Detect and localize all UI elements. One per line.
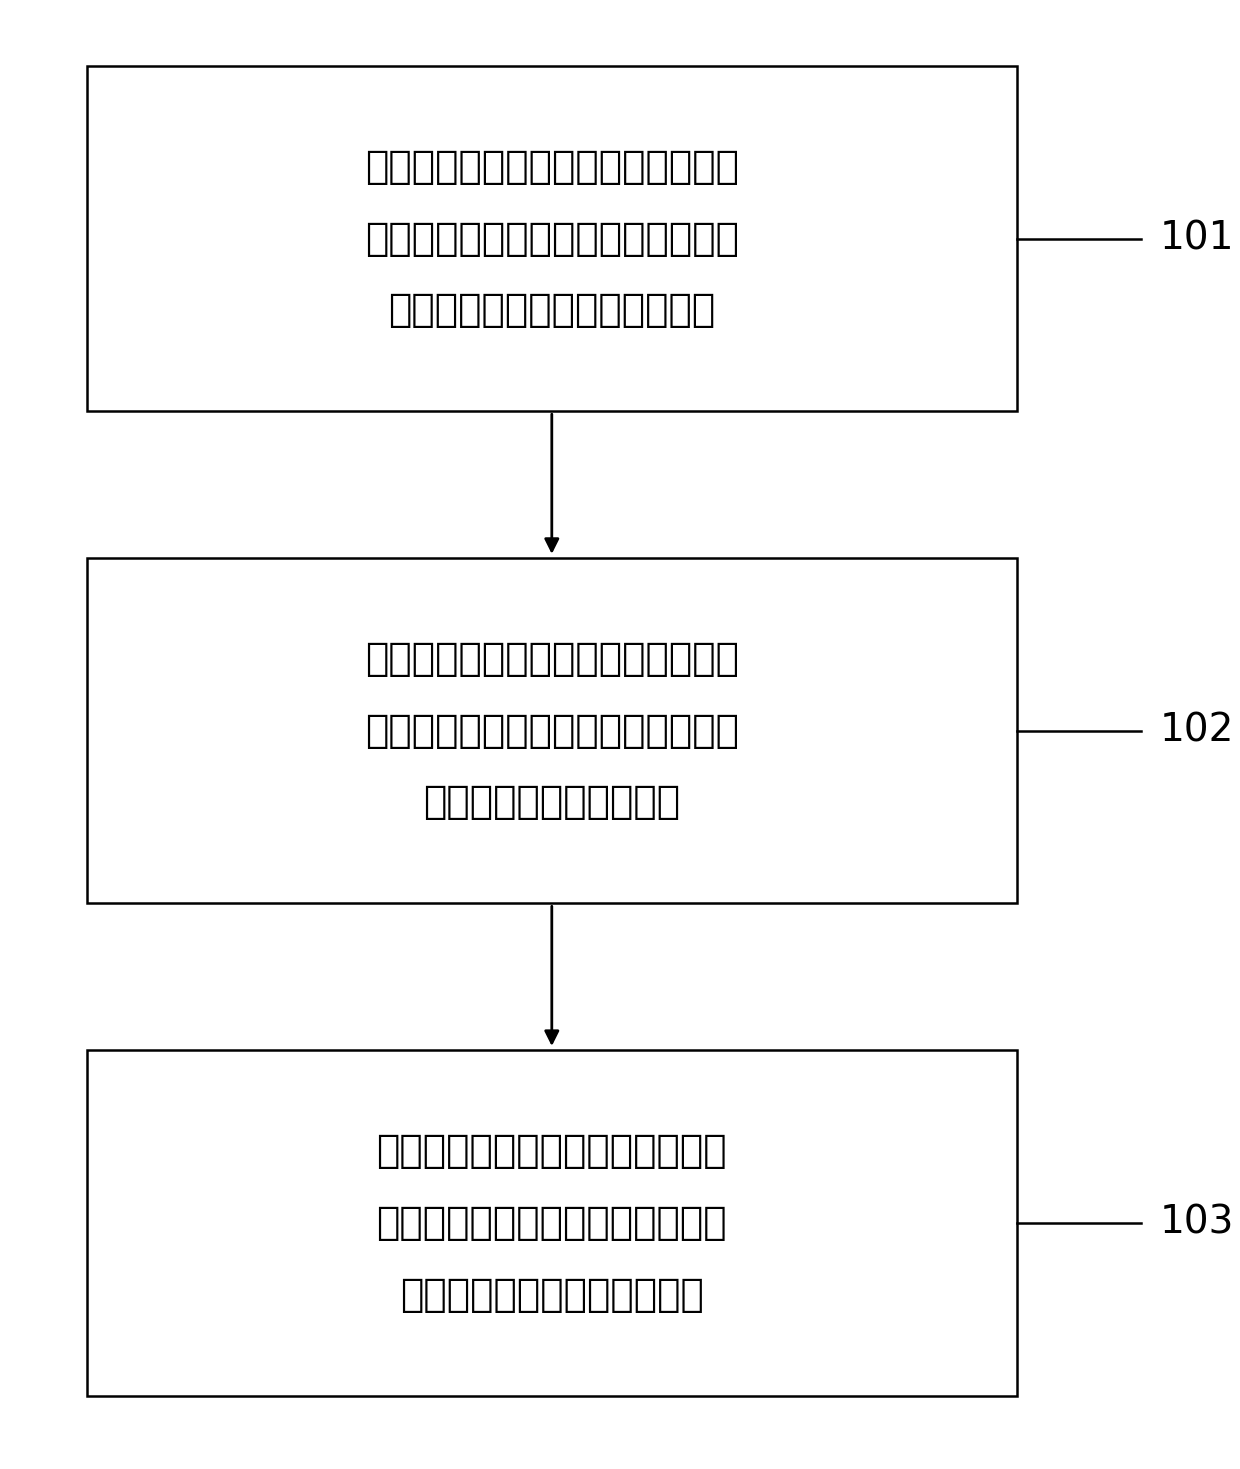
Bar	[87, 558, 1017, 903]
Text: 通过孔隙介质动力学方程、波场压力: 通过孔隙介质动力学方程、波场压力	[365, 640, 739, 679]
Text: 103: 103	[1159, 1205, 1234, 1241]
Text: 而分析双流体对弹性波的影响: 而分析双流体对弹性波的影响	[399, 1275, 704, 1313]
Bar	[87, 1050, 1017, 1396]
Text: 102: 102	[1159, 712, 1234, 749]
Text: 程，进而建立双流体喷射流模型: 程，进而建立双流体喷射流模型	[388, 291, 715, 329]
Text: 得频率和波数的高阶方程: 得频率和波数的高阶方程	[423, 783, 681, 821]
Text: 程，获得频散曲线与衰减曲线，进: 程，获得频散曲线与衰减曲线，进	[377, 1205, 727, 1241]
Text: 101: 101	[1159, 220, 1234, 257]
Text: 流体质量守恒方程，获得流体守恒方: 流体质量守恒方程，获得流体守恒方	[365, 220, 739, 257]
Text: 在频率域求解频率和波数的高阶方: 在频率域求解频率和波数的高阶方	[377, 1133, 727, 1171]
Bar	[87, 66, 1017, 411]
Text: 建立孔隙介质动力学方程，结合孔隙: 建立孔隙介质动力学方程，结合孔隙	[365, 148, 739, 187]
Text: 变量关于半径的导数与平均压力，获: 变量关于半径的导数与平均压力，获	[365, 712, 739, 749]
